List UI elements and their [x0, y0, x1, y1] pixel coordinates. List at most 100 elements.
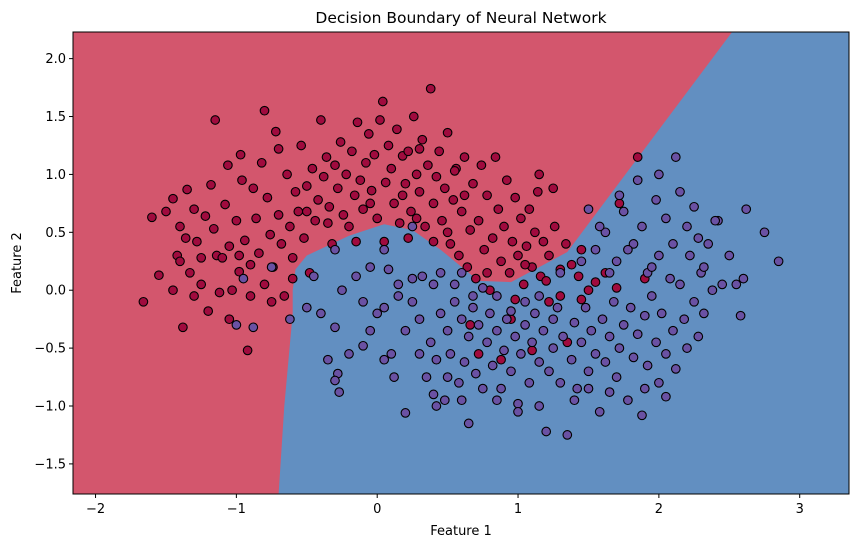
point-class1-112 — [707, 285, 718, 296]
point-class1-47 — [477, 383, 488, 394]
point-class0-170 — [379, 236, 390, 247]
point-class1-27 — [400, 325, 411, 336]
point-class0-63 — [338, 210, 349, 220]
point-class1-127 — [628, 239, 639, 249]
point-class0-128 — [521, 241, 532, 252]
point-class1-147 — [654, 169, 664, 180]
point-class1-114 — [717, 279, 728, 290]
point-class1-160 — [506, 306, 516, 316]
point-class1-49 — [485, 308, 495, 319]
point-class1-10 — [308, 271, 319, 282]
point-class1-83 — [604, 331, 615, 342]
point-class1-75 — [576, 337, 587, 348]
point-class1-97 — [654, 377, 664, 388]
point-class0-75 — [372, 213, 383, 224]
point-class0-45 — [287, 252, 298, 263]
point-class0-164 — [234, 250, 245, 261]
class-1-region — [278, 32, 849, 494]
point-class1-36 — [439, 395, 450, 406]
point-class0-171 — [403, 233, 414, 243]
point-class1-62 — [530, 308, 540, 319]
point-class0-86 — [403, 146, 414, 157]
point-class1-103 — [675, 279, 685, 290]
point-class1-9 — [358, 296, 368, 307]
point-class1-172 — [492, 395, 502, 406]
x-tick-label: −1 — [227, 502, 246, 517]
point-class1-136 — [682, 221, 692, 232]
point-class0-15 — [203, 306, 214, 316]
point-class1-156 — [456, 267, 467, 278]
point-class1-76 — [580, 302, 591, 313]
point-class0-161 — [235, 149, 246, 160]
point-class1-104 — [679, 314, 690, 325]
point-class0-82 — [392, 124, 402, 135]
point-class0-0 — [138, 296, 149, 307]
point-class0-89 — [411, 169, 422, 180]
point-class0-21 — [220, 199, 230, 210]
y-tick-label: 1.5 — [45, 110, 66, 125]
point-class0-100 — [442, 127, 453, 138]
point-class0-122 — [504, 267, 515, 278]
point-class0-37 — [265, 229, 276, 240]
point-class1-106 — [685, 250, 695, 261]
point-class1-7 — [266, 262, 277, 272]
point-class1-118 — [741, 204, 752, 215]
point-class0-124 — [510, 192, 521, 203]
point-class0-2 — [154, 270, 164, 281]
point-class0-9 — [182, 184, 192, 195]
point-class1-161 — [520, 296, 530, 307]
point-class0-8 — [180, 233, 191, 243]
point-class0-173 — [428, 236, 439, 247]
point-class1-74 — [572, 383, 583, 394]
point-class1-59 — [520, 320, 530, 330]
point-class1-0 — [238, 273, 249, 284]
point-class1-54 — [501, 314, 512, 325]
point-class0-29 — [242, 345, 253, 356]
point-class1-71 — [562, 430, 573, 440]
point-class1-92 — [637, 410, 647, 421]
y-axis-ticks: −1.5 −1.0 −0.5 0.0 0.5 1.0 1.5 2.0 — [34, 52, 73, 472]
point-class1-116 — [731, 279, 742, 290]
point-class1-174 — [534, 401, 545, 411]
point-class1-164 — [379, 354, 390, 365]
point-class1-38 — [445, 349, 456, 359]
point-class0-127 — [518, 279, 529, 290]
point-class1-40 — [454, 377, 464, 388]
point-class1-95 — [646, 291, 657, 301]
point-class1-51 — [492, 325, 502, 336]
point-class0-61 — [332, 183, 343, 194]
point-class1-124 — [600, 227, 611, 238]
point-class0-186 — [224, 314, 235, 325]
point-class0-49 — [299, 233, 309, 243]
point-class1-151 — [393, 279, 404, 290]
point-class0-81 — [389, 198, 399, 209]
point-class1-178 — [639, 383, 650, 394]
point-class0-27 — [237, 175, 247, 186]
point-class0-13 — [196, 279, 207, 290]
point-class1-28 — [400, 408, 411, 418]
point-class1-34 — [431, 354, 442, 365]
point-class0-146 — [555, 291, 566, 301]
point-class1-20 — [330, 375, 340, 386]
point-class1-159 — [492, 291, 502, 301]
point-class1-31 — [421, 372, 432, 382]
point-class1-88 — [623, 395, 633, 406]
point-class1-140 — [583, 204, 594, 215]
point-class0-153 — [465, 320, 476, 330]
point-class0-64 — [341, 169, 352, 180]
point-class1-123 — [590, 244, 601, 255]
point-class1-120 — [773, 256, 784, 267]
point-class1-110 — [699, 308, 709, 319]
y-tick-label: 2.0 — [45, 52, 66, 67]
point-class0-108 — [465, 225, 476, 235]
point-class0-132 — [532, 186, 543, 197]
point-class0-112 — [476, 160, 487, 171]
point-class1-58 — [516, 349, 526, 359]
y-tick-label: 0.0 — [45, 284, 66, 299]
point-class0-119 — [496, 256, 506, 267]
point-class0-10 — [185, 267, 195, 278]
point-class0-5 — [175, 221, 185, 232]
point-class0-118 — [493, 204, 504, 215]
point-class1-108 — [693, 331, 704, 342]
